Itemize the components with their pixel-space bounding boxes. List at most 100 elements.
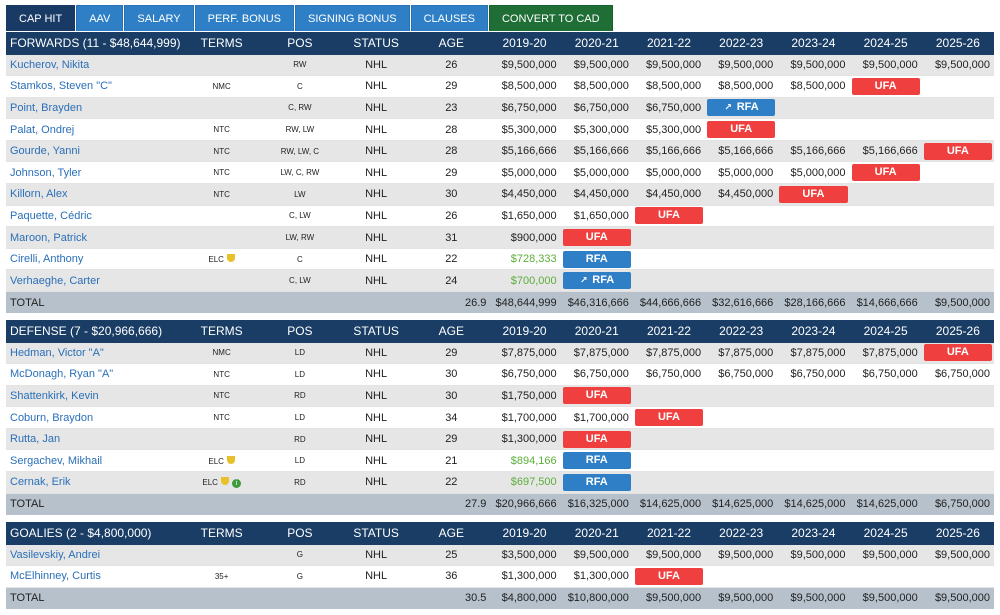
ufa-badge[interactable]: UFA — [562, 387, 631, 405]
ufa-badge[interactable]: UFA — [923, 344, 992, 362]
column-header-pos[interactable]: POS — [261, 320, 338, 343]
player-name-link[interactable]: Rutta, Jan — [10, 433, 61, 446]
ufa-badge[interactable]: UFA — [562, 430, 631, 448]
tab-salary[interactable]: SALARY — [124, 5, 194, 31]
column-header-2023-24[interactable]: 2023-24 — [777, 32, 850, 55]
column-header-status[interactable]: STATUS — [337, 320, 415, 343]
player-name-link[interactable]: Cernak, Erik — [10, 476, 71, 489]
column-header-2025-26[interactable]: 2025-26 — [921, 320, 994, 343]
position-cell: LW, RW — [261, 226, 338, 249]
column-header-2024-25[interactable]: 2024-25 — [849, 32, 922, 55]
column-header-status[interactable]: STATUS — [337, 32, 415, 55]
ufa-badge[interactable]: UFA — [562, 229, 631, 247]
column-header-age[interactable]: AGE — [414, 320, 489, 343]
status-cell: NHL — [337, 248, 415, 271]
player-name-link[interactable]: McDonagh, Ryan "A" — [10, 368, 114, 381]
player-name-link[interactable]: Coburn, Braydon — [10, 411, 94, 424]
column-header-terms[interactable]: TERMS — [181, 522, 262, 545]
tab-convert-to-cad[interactable]: CONVERT TO CAD — [488, 5, 613, 31]
rfa-badge[interactable]: RFA — [562, 250, 631, 268]
player-row: Hedman, Victor "A" NMC LD NHL 29 $7,875,000 $7… — [6, 342, 994, 365]
column-header-2021-22[interactable]: 2021-22 — [632, 32, 706, 55]
player-name-link[interactable]: Stamkos, Steven "C" — [10, 80, 112, 93]
player-name-link[interactable]: Johnson, Tyler — [10, 166, 82, 179]
player-name-link[interactable]: Killorn, Alex — [10, 188, 68, 201]
cap-hit-cell: $9,500,000 — [632, 54, 706, 77]
column-header-2022-23[interactable]: 2022-23 — [705, 522, 778, 545]
tab-clauses[interactable]: CLAUSES — [410, 5, 488, 31]
rfa-badge[interactable]: RFA — [562, 452, 631, 470]
player-name-link[interactable]: Gourde, Yanni — [10, 145, 80, 158]
column-header-pos[interactable]: POS — [261, 522, 338, 545]
column-header-2024-25[interactable]: 2024-25 — [849, 320, 922, 343]
ufa-badge[interactable]: UFA — [851, 164, 920, 182]
player-name-link[interactable]: Sergachev, Mikhail — [10, 454, 103, 467]
ufa-badge[interactable]: UFA — [707, 121, 776, 139]
trophy-icon[interactable] — [226, 254, 235, 263]
ufa-badge[interactable]: UFA — [851, 77, 920, 95]
cap-hit-cell — [921, 449, 994, 473]
ufa-badge[interactable]: UFA — [923, 142, 992, 160]
player-name-link[interactable]: Paquette, Cédric — [10, 209, 92, 222]
player-name-link[interactable]: Point, Brayden — [10, 101, 83, 114]
rfa-badge[interactable]: ↗ RFA — [562, 272, 631, 290]
rfa-badge[interactable]: RFA — [562, 473, 631, 491]
column-header-terms[interactable]: TERMS — [181, 320, 262, 343]
column-header-2021-22[interactable]: 2021-22 — [632, 320, 706, 343]
column-header-age[interactable]: AGE — [414, 522, 489, 545]
column-header-2019-20[interactable]: 2019-20 — [488, 320, 561, 343]
rfa-badge[interactable]: ↗ RFA — [707, 99, 776, 117]
cap-hit-cell: $9,500,000 — [705, 54, 778, 77]
player-name-link[interactable]: Vasilevskiy, Andrei — [10, 548, 101, 561]
column-header-2021-22[interactable]: 2021-22 — [632, 522, 706, 545]
column-header-2019-20[interactable]: 2019-20 — [488, 522, 561, 545]
player-name-link[interactable]: McElhinney, Curtis — [10, 570, 101, 583]
ufa-badge[interactable]: UFA — [634, 409, 704, 427]
column-header-2023-24[interactable]: 2023-24 — [777, 320, 850, 343]
ufa-badge[interactable]: UFA — [634, 567, 704, 585]
player-name-link[interactable]: Cirelli, Anthony — [10, 253, 84, 266]
tab-perf-bonus[interactable]: PERF. BONUS — [194, 5, 294, 31]
forwards-table: FORWARDS (11 - $48,644,999) TERMS POS STATU… — [6, 32, 994, 314]
position-cell: LD — [261, 449, 338, 473]
ufa-badge[interactable]: UFA — [779, 185, 848, 203]
column-header-terms[interactable]: TERMS — [181, 32, 262, 55]
tab-signing-bonus[interactable]: SIGNING BONUS — [294, 5, 410, 31]
column-header-pos[interactable]: POS — [261, 32, 338, 55]
player-name-link[interactable]: Kucherov, Nikita — [10, 58, 90, 71]
player-name-link[interactable]: Shattenkirk, Kevin — [10, 389, 99, 402]
column-header-2022-23[interactable]: 2022-23 — [705, 320, 778, 343]
ufa-badge[interactable]: UFA — [634, 207, 704, 225]
terms-cell — [181, 544, 262, 567]
goalies-section-title: GOALIES (2 - $4,800,000) — [6, 522, 182, 545]
total-empty-cell — [181, 291, 262, 314]
column-header-2025-26[interactable]: 2025-26 — [921, 522, 994, 545]
column-header-2019-20[interactable]: 2019-20 — [488, 32, 561, 55]
column-header-2020-21[interactable]: 2020-21 — [560, 320, 633, 343]
status-cell: NHL — [337, 449, 415, 473]
column-header-age[interactable]: AGE — [414, 32, 489, 55]
cap-hit-cell: $1,300,000 — [488, 565, 561, 588]
trophy-icon[interactable] — [226, 455, 235, 464]
player-name-link[interactable]: Hedman, Victor "A" — [10, 346, 104, 359]
tab-aav[interactable]: AAV — [76, 5, 124, 31]
column-header-2020-21[interactable]: 2020-21 — [560, 32, 633, 55]
column-header-2020-21[interactable]: 2020-21 — [560, 522, 633, 545]
player-name-link[interactable]: Maroon, Patrick — [10, 231, 88, 244]
status-cell: NHL — [337, 565, 415, 588]
tab-cap-hit[interactable]: CAP HIT — [6, 5, 76, 31]
column-header-2024-25[interactable]: 2024-25 — [849, 522, 922, 545]
player-name-link[interactable]: Palat, Ondrej — [10, 123, 75, 136]
contract-status-cell: RFA — [560, 449, 633, 473]
player-row: Shattenkirk, Kevin NTC RD NHL 30 $1,750,000 UF… — [6, 385, 994, 408]
column-header-2025-26[interactable]: 2025-26 — [921, 32, 994, 55]
age-cell: 28 — [414, 140, 489, 163]
player-row: Palat, Ondrej NTC RW, LW NHL 28 $5,300,000 $5,… — [6, 118, 994, 141]
column-header-2023-24[interactable]: 2023-24 — [777, 522, 850, 545]
column-header-2022-23[interactable]: 2022-23 — [705, 32, 778, 55]
column-header-status[interactable]: STATUS — [337, 522, 415, 545]
cap-hit-cell: $1,700,000 — [560, 406, 633, 429]
trophy-icon[interactable] — [220, 476, 229, 485]
player-name-link[interactable]: Verhaeghe, Carter — [10, 274, 100, 287]
info-icon[interactable]: i — [231, 478, 241, 488]
